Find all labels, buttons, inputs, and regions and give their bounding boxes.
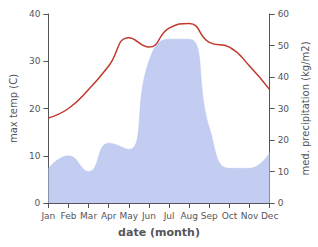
svg-text:Feb: Feb bbox=[61, 211, 77, 221]
svg-text:10: 10 bbox=[29, 151, 41, 161]
svg-text:Oct: Oct bbox=[222, 211, 238, 221]
svg-text:date (month): date (month) bbox=[118, 226, 200, 239]
svg-text:40: 40 bbox=[278, 72, 290, 82]
svg-text:Jul: Jul bbox=[163, 211, 175, 221]
svg-text:Aug: Aug bbox=[180, 211, 198, 221]
svg-text:10: 10 bbox=[278, 167, 290, 177]
svg-text:30: 30 bbox=[278, 104, 290, 114]
svg-text:0: 0 bbox=[278, 198, 284, 208]
svg-text:50: 50 bbox=[278, 41, 290, 51]
svg-text:Nov: Nov bbox=[241, 211, 259, 221]
svg-text:Jun: Jun bbox=[141, 211, 156, 221]
svg-text:60: 60 bbox=[278, 9, 290, 19]
svg-text:40: 40 bbox=[29, 9, 41, 19]
svg-text:30: 30 bbox=[29, 56, 41, 66]
svg-text:Sep: Sep bbox=[201, 211, 218, 221]
svg-text:May: May bbox=[120, 211, 139, 221]
svg-text:med. precipitation (kg/m2): med. precipitation (kg/m2) bbox=[300, 41, 311, 175]
svg-text:Jan: Jan bbox=[40, 211, 55, 221]
svg-text:20: 20 bbox=[278, 135, 290, 145]
svg-text:Apr: Apr bbox=[101, 211, 117, 221]
svg-text:max temp (C): max temp (C) bbox=[8, 74, 19, 143]
svg-text:20: 20 bbox=[29, 104, 41, 114]
svg-text:Dec: Dec bbox=[261, 211, 278, 221]
svg-text:Mar: Mar bbox=[80, 211, 97, 221]
svg-text:0: 0 bbox=[35, 198, 41, 208]
